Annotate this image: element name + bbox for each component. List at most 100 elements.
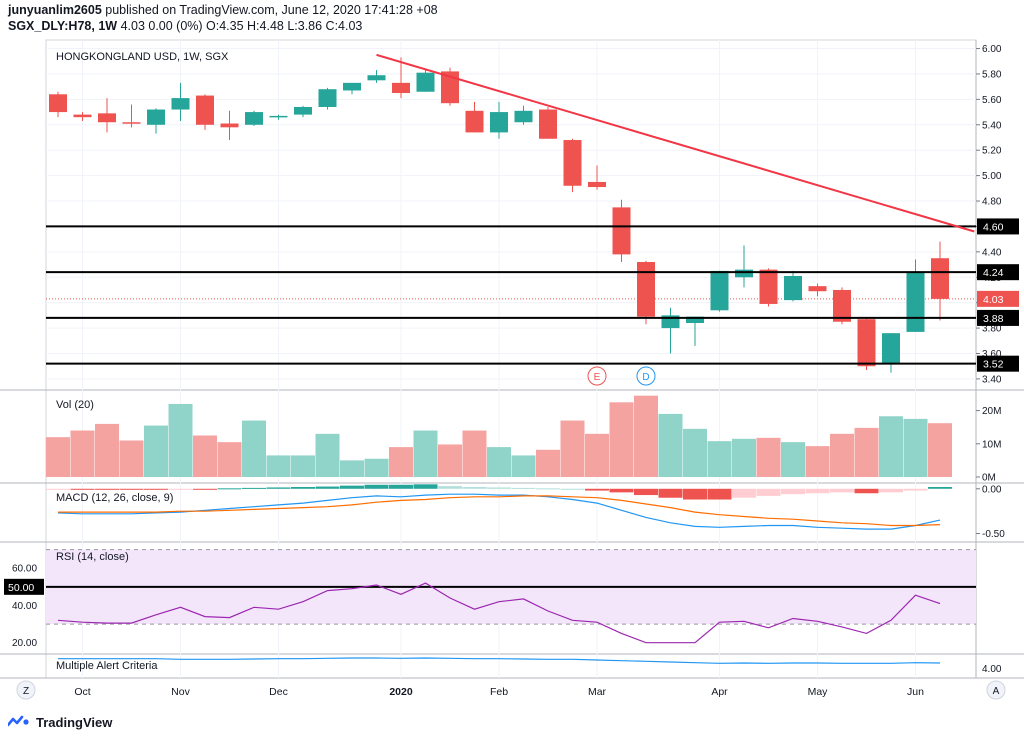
macd-histogram-bar: [119, 488, 144, 490]
macd-histogram-bar: [340, 485, 364, 489]
macd-histogram-bar: [144, 488, 168, 490]
event-marker[interactable]: [587, 366, 607, 386]
candle-body: [514, 110, 533, 123]
event-marker[interactable]: [636, 366, 656, 386]
candle-body: [465, 110, 484, 133]
volume-bar: [217, 442, 242, 477]
published-text: published on TradingView.com, June 12, 2…: [105, 3, 438, 17]
macd-histogram-bar: [560, 488, 585, 490]
macd-tick-label: -0.50: [982, 529, 1005, 540]
event-marker-label: D: [642, 372, 649, 383]
volume-bar: [119, 440, 144, 477]
candle-body: [588, 181, 606, 188]
macd-histogram-bar: [389, 484, 413, 489]
volume-bar: [291, 455, 315, 477]
candle-body: [563, 140, 582, 186]
macd-histogram-bar: [854, 488, 879, 494]
candle-body: [171, 98, 190, 110]
chart-canvas[interactable]: 6.005.805.605.405.205.004.804.604.404.20…: [0, 0, 1024, 712]
level-price-badge: [977, 218, 1019, 235]
macd-histogram-bar: [732, 488, 756, 498]
macd-histogram-bar: [511, 487, 536, 489]
volume-bar: [413, 430, 438, 477]
volume-bar: [634, 395, 658, 477]
ohlc-readout: 4.03 0.00 (0%) O:4.35 H:4.48 L:3.86 C:4.…: [120, 19, 363, 33]
macd-histogram-bar: [217, 488, 242, 490]
volume-bar: [805, 446, 830, 477]
volume-bar: [879, 416, 903, 477]
volume-bar: [854, 427, 879, 477]
volume-bar: [903, 418, 928, 477]
macd-tick-label: 0.00: [982, 484, 1002, 495]
rsi-tick-label: 20.00: [12, 638, 37, 649]
rsi-tick-label: 40.00: [12, 601, 37, 612]
candle-body: [49, 94, 67, 113]
volume-bar: [144, 425, 168, 477]
macd-histogram-bar: [830, 488, 854, 493]
alert-line: [58, 657, 941, 664]
volume-bar: [658, 413, 683, 477]
time-axis-label: May: [808, 686, 829, 698]
candle-body: [343, 82, 361, 91]
macd-histogram-bar: [928, 487, 952, 489]
time-axis-label: Feb: [490, 686, 508, 698]
zoom-button[interactable]: [16, 680, 36, 700]
volume-bar: [487, 447, 511, 477]
macd-histogram-bar: [242, 487, 266, 489]
footer-brand: TradingView: [8, 712, 112, 732]
current-price-label: 4.03: [983, 294, 1004, 306]
macd-histogram-bar: [413, 484, 438, 489]
volume-bar: [340, 460, 364, 477]
candle-body: [98, 113, 116, 123]
candle-body: [147, 109, 165, 125]
candle-body: [833, 289, 851, 322]
time-axis-label: Dec: [269, 686, 288, 698]
chart-title: HONGKONGLAND USD, 1W, SGX: [56, 51, 229, 63]
level-price-badge: [977, 264, 1019, 281]
candle-body: [906, 272, 925, 332]
macd-histogram-bar: [683, 488, 707, 500]
volume-bar: [168, 403, 193, 477]
rsi-highlight-label: 50.00: [8, 582, 34, 594]
time-axis-label: Jun: [907, 686, 924, 698]
candle-body: [784, 275, 802, 301]
candle-body: [612, 207, 631, 255]
level-price-badge: [977, 355, 1019, 372]
price-tick-label: 5.20: [982, 146, 1002, 157]
chart-header: junyuanlim2605 published on TradingView.…: [8, 2, 1008, 36]
macd-histogram-bar: [46, 488, 70, 490]
price-tick-label: 5.40: [982, 120, 1002, 131]
trendline[interactable]: [376, 53, 975, 233]
auto-scale-button-label: A: [993, 686, 1000, 697]
macd-line: [57, 493, 941, 530]
alert-title: Multiple Alert Criteria: [56, 660, 158, 672]
volume-tick-label: 20M: [982, 406, 1001, 417]
rsi-title: RSI (14, close): [56, 551, 129, 563]
price-tick-label: 5.80: [982, 69, 1002, 80]
volume-bar: [928, 423, 952, 477]
candle-body: [735, 269, 753, 278]
price-tick-label: 4.80: [982, 197, 1002, 208]
volume-bar: [438, 444, 462, 477]
alert-tick-label: 4.00: [982, 664, 1002, 675]
candle-body: [367, 75, 386, 81]
tradingview-brand[interactable]: TradingView: [36, 714, 113, 730]
publish-line: junyuanlim2605 published on TradingView.…: [8, 2, 1008, 18]
volume-bar: [70, 430, 95, 477]
price-tick-label: 5.60: [982, 95, 1002, 106]
macd-histogram-bar: [879, 488, 903, 493]
candle-body: [882, 333, 900, 364]
macd-histogram-bar: [903, 488, 928, 491]
macd-histogram-bar: [634, 488, 658, 496]
candle-body: [539, 109, 557, 139]
price-tick-label: 3.80: [982, 324, 1002, 335]
auto-scale-button[interactable]: [986, 680, 1006, 700]
price-tick-label: 3.40: [982, 374, 1002, 385]
macd-histogram-bar: [193, 488, 217, 490]
volume-bar: [707, 441, 732, 477]
candle-body: [73, 114, 92, 118]
event-marker-label: E: [594, 372, 601, 383]
macd-histogram-bar: [70, 488, 95, 490]
author-name[interactable]: junyuanlim2605: [8, 3, 102, 17]
tradingview-logo-icon: [8, 715, 29, 727]
